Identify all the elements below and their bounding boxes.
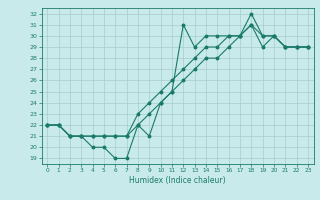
X-axis label: Humidex (Indice chaleur): Humidex (Indice chaleur) bbox=[129, 176, 226, 185]
